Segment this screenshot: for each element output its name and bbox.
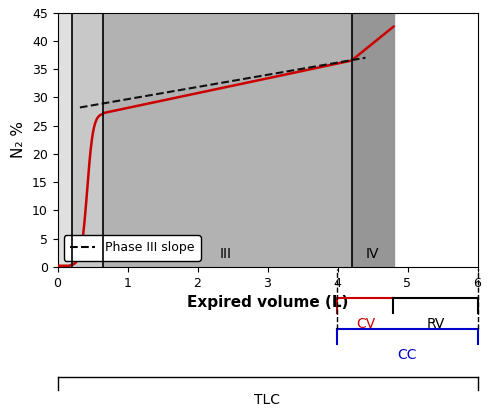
Bar	[72, 13, 103, 267]
X-axis label: Expired volume (L): Expired volume (L)	[187, 295, 348, 310]
Text: CV: CV	[356, 317, 375, 331]
Text: CC: CC	[398, 348, 417, 362]
Bar	[103, 13, 352, 267]
Legend: Phase III slope: Phase III slope	[64, 235, 201, 261]
Text: RV: RV	[426, 317, 444, 331]
Text: IV: IV	[366, 247, 380, 261]
Bar	[58, 13, 71, 267]
Text: III: III	[220, 247, 232, 261]
Bar	[352, 13, 394, 267]
Text: I: I	[62, 247, 66, 261]
Text: II: II	[83, 247, 91, 261]
Y-axis label: N₂ %: N₂ %	[12, 121, 26, 158]
Text: TLC: TLC	[254, 393, 280, 407]
